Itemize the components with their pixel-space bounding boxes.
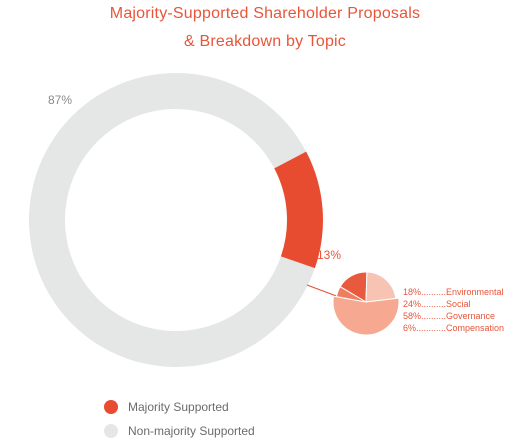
legend-swatch-majority: [104, 400, 118, 414]
legend-item-non-majority: Non-majority Supported: [104, 422, 255, 440]
pie-slice-governance: [332, 295, 400, 336]
breakdown-pie-chart: [332, 271, 400, 336]
connector-line: [306, 284, 340, 298]
pie-label-environmental: 18%..........Environmental: [403, 287, 504, 297]
chart-title-line-2: & Breakdown by Topic: [183, 33, 346, 50]
donut-slice-non-majority: [29, 73, 315, 368]
donut-label-non-majority: 87%: [48, 93, 72, 107]
pie-slice-compensation: [335, 286, 367, 303]
chart-title-line-1: Majority-Supported Shareholder Proposals: [109, 5, 421, 22]
donut-slice-majority: [274, 151, 323, 269]
donut-label-majority: 13%: [317, 248, 341, 262]
legend-item-majority: Majority Supported: [104, 398, 229, 416]
chart-labels: 87% 13% 18%..........Environmental 24%.....…: [48, 93, 504, 333]
legend-swatch-non-majority: [104, 424, 118, 438]
pie-label-social: 24%..........Social: [403, 299, 471, 309]
pie-label-compensation: 6%............Compensation: [403, 323, 504, 333]
pie-label-governance: 58%..........Governance: [403, 311, 495, 321]
pie-slice-social: [365, 271, 397, 303]
legend-label-majority: Majority Supported: [128, 400, 229, 414]
legend-label-non-majority: Non-majority Supported: [128, 424, 255, 438]
donut-chart: [29, 73, 323, 368]
